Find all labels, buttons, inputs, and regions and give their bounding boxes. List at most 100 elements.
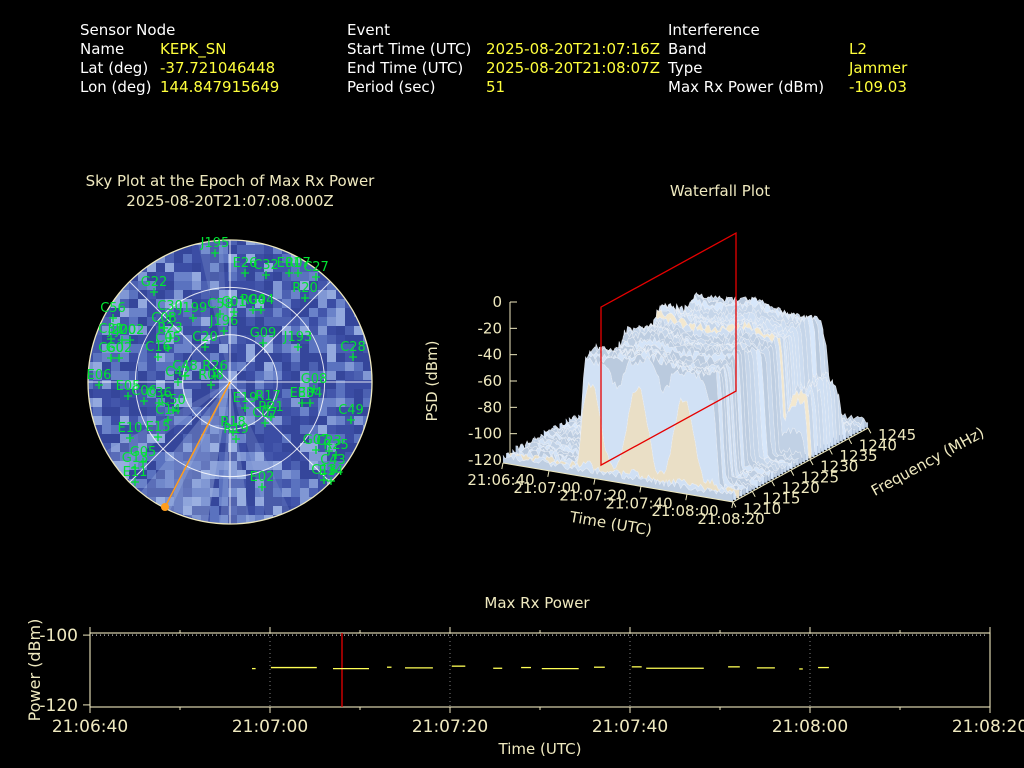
- svg-text:1210: 1210: [743, 500, 781, 518]
- svg-text:J200: J200: [107, 323, 137, 338]
- svg-text:G05: G05: [130, 445, 157, 460]
- satellite-C43: C43: [320, 453, 346, 474]
- end-time-value: 2025-08-20T21:08:07Z: [486, 59, 660, 77]
- satellite-C23: C23: [316, 434, 342, 455]
- satellite-C48: C48: [172, 359, 198, 380]
- svg-text:C13: C13: [311, 463, 337, 478]
- satellite-E30: E30: [290, 386, 315, 407]
- svg-text:R23: R23: [157, 321, 183, 336]
- svg-text:21:07:20: 21:07:20: [412, 717, 488, 737]
- heat-streak: [230, 382, 291, 520]
- svg-text:C28: C28: [340, 340, 366, 355]
- svg-text:21:08:20: 21:08:20: [952, 717, 1024, 737]
- satellite-J202: J202: [115, 323, 144, 344]
- svg-text:G13: G13: [122, 451, 149, 466]
- max-power-cut-plane: [600, 232, 737, 467]
- event-period-row: Period (sec) 51: [347, 78, 660, 97]
- satellite-G13: G13: [122, 451, 149, 472]
- svg-text:C48: C48: [172, 359, 198, 374]
- svg-text:J193: J193: [283, 330, 313, 345]
- surface-mesh: [502, 292, 869, 503]
- satellite-R23: R23: [157, 321, 183, 342]
- svg-text:E30: E30: [290, 386, 315, 401]
- sensor-node-title: Sensor Node: [80, 21, 176, 39]
- satellite-C58: C58: [207, 297, 233, 318]
- svg-text:E06: E06: [87, 368, 112, 383]
- svg-text:C50: C50: [160, 393, 186, 408]
- satellite-J195: J195: [200, 236, 229, 257]
- sky-plot-title-block: Sky Plot at the Epoch of Max Rx Power 20…: [40, 171, 420, 211]
- interference-origin-dot: [161, 503, 169, 511]
- satellite-R18: R18: [220, 415, 246, 436]
- satellite-E05: E05: [116, 379, 140, 400]
- heat-streak: [105, 382, 230, 472]
- satellite-C14: C14: [155, 403, 181, 424]
- type-value: Jammer: [849, 59, 908, 77]
- satellite-C08: C08: [151, 311, 177, 332]
- svg-text:1235: 1235: [839, 447, 877, 465]
- svg-text:21:07:40: 21:07:40: [605, 494, 672, 512]
- svg-text:C36: C36: [146, 386, 172, 401]
- svg-text:R25: R25: [323, 438, 349, 453]
- svg-text:C49: C49: [338, 403, 364, 418]
- interference-title: Interference: [668, 21, 760, 39]
- satellite-J199: J199: [178, 301, 207, 322]
- satellite-R20: R20: [292, 281, 318, 302]
- heat-streak: [165, 382, 230, 523]
- power-frame: [89, 632, 991, 708]
- svg-text:1220: 1220: [782, 479, 820, 497]
- satellite-R21: R21: [258, 400, 284, 421]
- svg-text:-40: -40: [478, 346, 503, 364]
- sensor-name-row: Name KEPK_SN: [80, 40, 279, 59]
- psd-axis: 0 -20 -40 -60 -80 -100 -120 PSD (dBm): [423, 293, 517, 469]
- max-rx-power-title: Max Rx Power: [484, 594, 590, 612]
- power-plot: 21:06:40 21:07:00 21:07:20 21:07:40 21:08:00…: [25, 619, 1024, 758]
- interference-power-row: Max Rx Power (dBm) -109.03: [668, 78, 907, 97]
- svg-text:R04: R04: [240, 293, 266, 308]
- svg-text:1240: 1240: [859, 437, 897, 455]
- svg-text:21:06:40: 21:06:40: [467, 471, 534, 489]
- svg-text:21:06:40: 21:06:40: [52, 717, 128, 737]
- satellite-C60: C60: [98, 341, 124, 362]
- sky-plot-subtitle: 2025-08-20T21:07:08.000Z: [126, 192, 334, 210]
- svg-text:21:08:00: 21:08:00: [772, 717, 848, 737]
- svg-text:C20: C20: [192, 330, 218, 345]
- svg-text:E02: E02: [250, 470, 275, 485]
- svg-text:R17: R17: [255, 389, 281, 404]
- svg-text:R19: R19: [223, 422, 249, 437]
- satellite-E06: E06: [87, 368, 112, 389]
- svg-text:21:07:20: 21:07:20: [559, 487, 626, 505]
- satellite-R08: R08: [198, 368, 224, 389]
- svg-text:G02: G02: [106, 341, 133, 356]
- svg-text:C06: C06: [131, 384, 157, 399]
- satellite-G07: G07: [303, 433, 329, 454]
- lat-label: Lat (deg): [80, 59, 149, 77]
- svg-text:G04: G04: [248, 293, 275, 308]
- satellite-E11: E11: [123, 465, 147, 486]
- svg-text:J196: J196: [209, 314, 239, 329]
- satellite-R26: R26: [202, 359, 228, 380]
- satellite-C50: C50: [160, 393, 186, 414]
- satellite-C32: C32: [253, 258, 279, 279]
- svg-text:E15: E15: [146, 420, 171, 435]
- interference-bearing-line: [164, 381, 231, 508]
- sensor-lon-row: Lon (deg) 144.847915649: [80, 78, 279, 97]
- heat-streak: [220, 382, 250, 524]
- satellite-C07: C07: [252, 406, 278, 427]
- svg-text:E01: E01: [277, 256, 302, 271]
- svg-text:C01: C01: [221, 295, 247, 310]
- satellite-C56: C56: [100, 301, 126, 322]
- svg-text:C43: C43: [320, 453, 346, 468]
- svg-text:R21: R21: [258, 400, 284, 415]
- svg-text:-20: -20: [478, 319, 503, 337]
- name-value: KEPK_SN: [160, 40, 227, 58]
- max-rx-power-value: -109.03: [849, 78, 907, 96]
- satellite-C28: C28: [340, 340, 366, 361]
- max-rx-power-label: Max Rx Power (dBm): [668, 78, 825, 96]
- svg-text:R18: R18: [220, 415, 246, 430]
- satellite-C06: C06: [131, 384, 157, 405]
- satellite-E14: E14: [319, 464, 343, 485]
- lat-value: -37.721046448: [160, 59, 276, 77]
- event-panel: Event Start Time (UTC) 2025-08-20T21:07:…: [347, 21, 660, 97]
